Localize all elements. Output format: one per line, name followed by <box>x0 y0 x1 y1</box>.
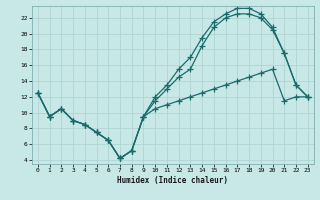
X-axis label: Humidex (Indice chaleur): Humidex (Indice chaleur) <box>117 176 228 185</box>
